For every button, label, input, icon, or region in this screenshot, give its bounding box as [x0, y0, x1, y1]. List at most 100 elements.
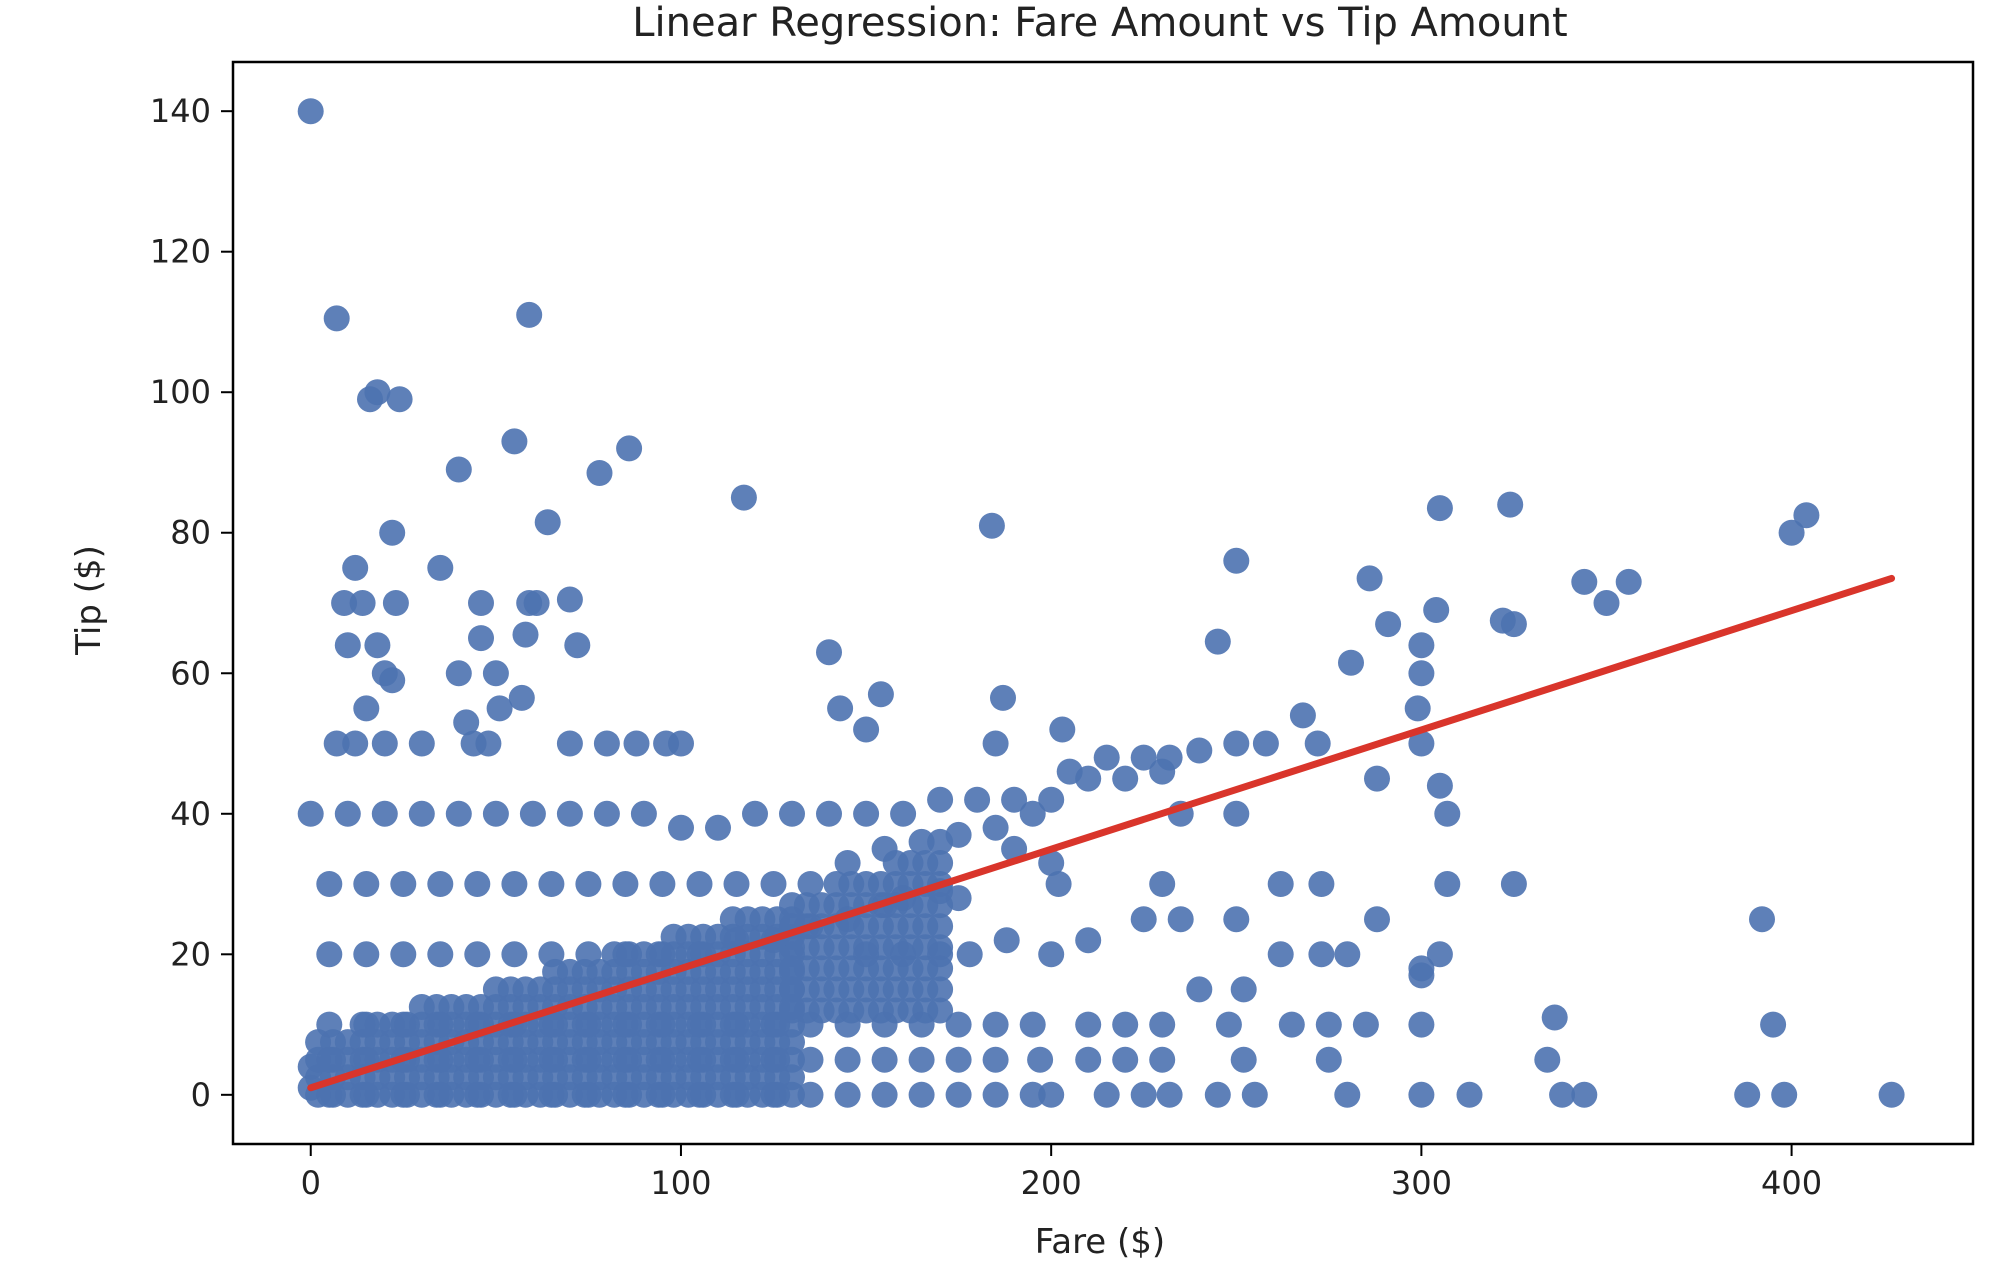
scatter-point	[316, 871, 343, 897]
scatter-point	[964, 786, 991, 813]
scatter-point	[1075, 927, 1102, 954]
scatter-point	[982, 730, 1009, 757]
scatter-point	[1793, 502, 1820, 529]
scatter-point	[927, 786, 954, 813]
chart-title: Linear Regression: Fare Amount vs Tip Am…	[632, 0, 1568, 46]
scatter-point	[1456, 1081, 1483, 1108]
scatter-point	[1308, 871, 1335, 897]
scatter-point	[797, 1081, 824, 1108]
scatter-point	[1223, 730, 1250, 757]
scatter-point	[908, 828, 935, 855]
y-axis: 0 20 40 60 80 100 120 140	[150, 92, 233, 1114]
scatter-point	[331, 590, 358, 616]
scatter-point	[297, 98, 324, 125]
scatter-point	[1423, 597, 1450, 623]
scatter-point	[593, 730, 620, 757]
scatter-point	[1267, 871, 1294, 897]
scatter-point	[1223, 800, 1250, 827]
x-tick-label: 300	[1391, 1164, 1452, 1202]
scatter-point	[834, 1046, 861, 1073]
scatter-point	[297, 1053, 324, 1080]
scatter-point	[1093, 744, 1120, 771]
scatter-point	[1408, 1011, 1435, 1038]
scatter-point	[427, 871, 454, 897]
scatter-point	[978, 512, 1005, 539]
scatter-point	[1038, 1081, 1065, 1108]
scatter-point	[1252, 730, 1279, 757]
scatter-point	[1334, 941, 1361, 968]
scatter-point	[349, 590, 376, 616]
scatter-point	[760, 871, 787, 897]
scatter-point	[1223, 547, 1250, 574]
scatter-point	[575, 941, 602, 968]
scatter-point	[316, 1081, 343, 1108]
scatter-point	[386, 386, 413, 413]
x-tick-label: 400	[1761, 1164, 1822, 1202]
scatter-point	[1615, 568, 1642, 595]
scatter-point	[1112, 765, 1139, 792]
scatter-point	[379, 519, 406, 546]
scatter-point	[427, 1081, 454, 1108]
scatter-point	[1352, 1011, 1379, 1038]
scatter-point	[482, 660, 509, 687]
scatter-point	[1075, 1046, 1102, 1073]
scatter-point	[427, 1046, 454, 1073]
scatter-point	[390, 871, 417, 897]
scatter-point	[668, 730, 694, 757]
scatter-point	[1593, 590, 1620, 616]
scatter-point	[1541, 1004, 1568, 1031]
scatter-point	[612, 871, 639, 897]
scatter-point	[334, 632, 361, 659]
scatter-point	[649, 1046, 676, 1073]
y-tick-label: 80	[170, 514, 211, 552]
scatter-point	[445, 800, 472, 827]
scatter-point	[1334, 1081, 1361, 1108]
scatter-point	[468, 590, 494, 616]
scatter-point	[1549, 1081, 1576, 1108]
scatter-point	[1130, 1081, 1157, 1108]
scatter-point	[464, 1081, 491, 1108]
scatter-point	[612, 941, 639, 968]
scatter-point	[575, 1081, 602, 1108]
scatter-point	[1223, 906, 1250, 933]
scatter-point	[1204, 1081, 1231, 1108]
scatter-point	[1038, 941, 1065, 968]
scatter-point	[1019, 1081, 1046, 1108]
scatter-point	[508, 684, 535, 711]
scatter-point	[1408, 632, 1435, 659]
scatter-point	[1278, 1011, 1305, 1038]
y-tick-label: 40	[170, 795, 211, 833]
scatter-point	[512, 621, 539, 648]
scatter-point	[834, 1011, 861, 1038]
scatter-point	[556, 586, 583, 613]
scatter-point	[523, 590, 550, 616]
scatter-point	[867, 681, 894, 708]
scatter-point	[834, 850, 861, 876]
scatter-point	[501, 871, 528, 897]
scatter-point	[357, 386, 383, 413]
scatter-point	[1156, 1081, 1183, 1108]
scatter-point	[827, 695, 854, 722]
scatter-point	[1093, 1081, 1120, 1108]
scatter-point	[464, 941, 491, 968]
scatter-point	[956, 941, 983, 968]
scatter-point	[649, 941, 676, 968]
scatter-point	[834, 1081, 861, 1108]
scatter-point	[390, 1081, 417, 1108]
scatter-point	[1149, 1046, 1176, 1073]
scatter-point	[516, 301, 543, 328]
scatter-point	[519, 800, 546, 827]
scatter-point	[982, 1081, 1009, 1108]
scatter-point	[612, 1081, 639, 1108]
scatter-point	[890, 800, 917, 827]
scatter-point	[1408, 955, 1435, 982]
scatter-point	[453, 709, 480, 736]
scatter-point	[1878, 1081, 1905, 1108]
scatter-point	[475, 730, 502, 757]
scatter-point	[297, 800, 324, 827]
scatter-point	[1375, 611, 1402, 638]
x-axis: 0 100 200 300 400	[301, 1144, 1822, 1202]
scatter-point	[993, 927, 1020, 954]
scatter-point	[686, 1011, 713, 1038]
